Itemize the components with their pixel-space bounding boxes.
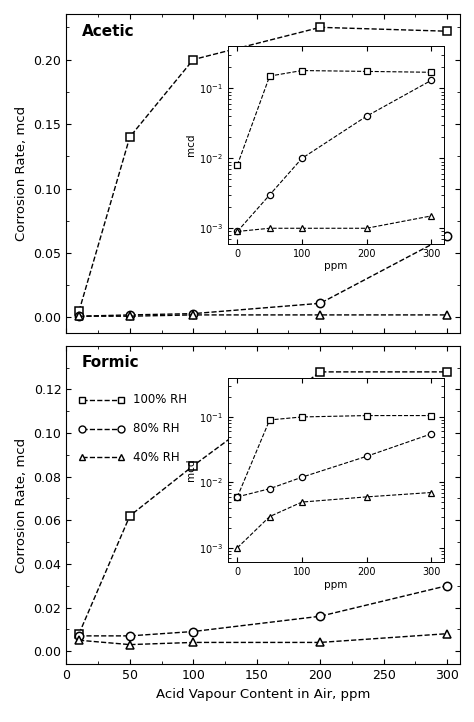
Y-axis label: Corrosion Rate, mcd: Corrosion Rate, mcd (15, 438, 28, 573)
Y-axis label: Corrosion Rate, mcd: Corrosion Rate, mcd (15, 106, 28, 241)
Text: 100% RH: 100% RH (133, 393, 187, 406)
Text: Formic: Formic (82, 355, 140, 370)
Text: Acetic: Acetic (82, 24, 135, 39)
Text: 80% RH: 80% RH (133, 422, 180, 435)
X-axis label: Acid Vapour Content in Air, ppm: Acid Vapour Content in Air, ppm (156, 687, 370, 700)
Text: 40% RH: 40% RH (133, 451, 180, 464)
